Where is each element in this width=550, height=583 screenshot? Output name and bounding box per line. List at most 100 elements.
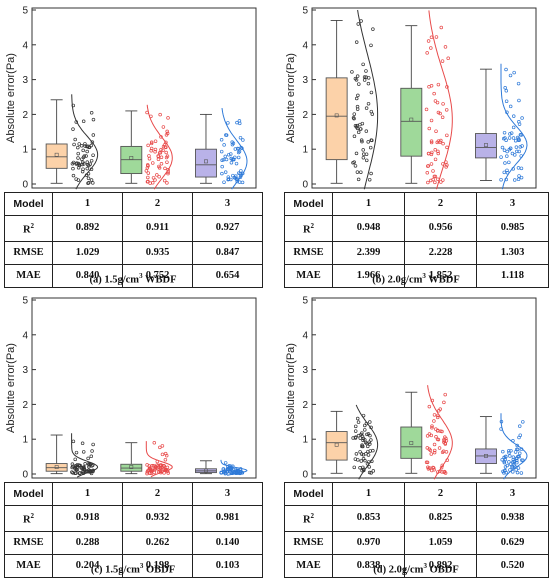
metric-value: 0.840: [52, 263, 123, 288]
data-point: [74, 450, 79, 455]
data-point: [435, 429, 440, 433]
metric-value: 0.654: [192, 263, 263, 288]
data-point: [516, 81, 521, 86]
data-point: [502, 460, 507, 465]
y-tick-label: 1: [302, 145, 308, 156]
y-tick-label: 2: [22, 110, 28, 121]
y-tick-label: 0: [22, 470, 28, 481]
density-curve: [427, 385, 453, 480]
metric-value: 0.262: [122, 530, 193, 555]
data-point: [361, 465, 365, 470]
data-point: [85, 166, 89, 171]
data-point: [237, 119, 242, 123]
metric-value: 0.103: [192, 553, 263, 578]
density-curve: [145, 441, 173, 478]
data-point: [166, 171, 170, 176]
data-point: [427, 447, 432, 451]
data-point: [432, 448, 437, 453]
data-point: [86, 456, 90, 461]
model-header-1: 1: [52, 482, 123, 506]
data-point: [371, 469, 376, 473]
data-point: [234, 469, 239, 473]
data-point: [435, 100, 440, 105]
data-point: [502, 468, 507, 473]
model-header-3: 3: [476, 482, 549, 506]
data-point: [517, 149, 521, 154]
metric-label: RMSE: [4, 240, 53, 265]
y-axis-label: Absolute error(Pa): [5, 53, 17, 143]
data-point: [512, 459, 516, 464]
data-point: [81, 167, 85, 171]
data-point: [79, 144, 84, 148]
data-point: [223, 461, 228, 465]
data-point: [369, 438, 373, 442]
table-header-label: Model: [4, 192, 53, 216]
data-point: [442, 470, 446, 474]
data-point: [145, 180, 150, 184]
model-header-3: 3: [476, 192, 549, 216]
data-point: [230, 140, 234, 144]
data-point: [500, 145, 505, 150]
data-point: [440, 115, 445, 119]
metric-label: RMSE: [4, 530, 53, 555]
data-point: [367, 465, 371, 469]
data-point: [151, 176, 156, 180]
y-tick-label: 4: [22, 40, 28, 51]
data-point: [501, 469, 505, 474]
data-point: [429, 139, 434, 143]
data-point: [517, 98, 521, 103]
metric-label: MAE: [284, 553, 333, 578]
data-point: [219, 138, 224, 142]
data-point: [224, 133, 228, 137]
data-point: [355, 170, 360, 174]
metric-value: 1.303: [476, 240, 549, 265]
data-point: [71, 464, 75, 469]
data-point: [369, 90, 374, 95]
data-point: [444, 450, 449, 454]
data-point: [429, 46, 433, 50]
data-point: [160, 452, 165, 457]
data-point: [157, 151, 162, 155]
data-point: [499, 155, 503, 159]
data-point: [518, 451, 522, 456]
data-point: [153, 465, 158, 469]
data-point: [366, 444, 370, 449]
y-tick-label: 2: [302, 400, 308, 411]
data-point: [366, 449, 370, 454]
data-point: [356, 130, 361, 135]
data-point: [504, 89, 509, 93]
data-point: [364, 158, 369, 163]
metric-value: 0.938: [476, 505, 549, 532]
data-point: [226, 177, 231, 181]
data-point: [355, 416, 360, 421]
data-point: [519, 471, 524, 475]
data-point: [366, 432, 371, 436]
data-point: [159, 162, 164, 166]
data-point: [442, 440, 446, 444]
y-tick-label: 1: [22, 145, 28, 156]
data-point: [147, 154, 151, 158]
data-point: [354, 435, 358, 439]
data-point: [239, 169, 243, 173]
data-point: [149, 141, 154, 146]
panel-1: 0 1 2 3 4 5 Absolute error(Pa): [5, 6, 257, 191]
data-point: [369, 471, 373, 475]
data-point: [516, 177, 521, 182]
data-point: [77, 464, 82, 468]
data-point: [516, 466, 521, 470]
data-point: [81, 450, 86, 454]
data-point: [362, 75, 367, 79]
table-row: R2 0.948 0.956 0.985: [284, 215, 549, 242]
data-point: [429, 140, 434, 145]
y-tick-label: 1: [302, 435, 308, 446]
data-point: [91, 117, 96, 122]
data-point: [520, 144, 524, 148]
table-header-row: Model 1 2 3: [284, 482, 549, 506]
box-model-1: [325, 9, 379, 190]
data-point: [426, 151, 431, 156]
data-point: [430, 424, 434, 428]
data-point: [370, 112, 375, 116]
table-header-row: Model 1 2 3: [4, 192, 263, 216]
plot-frame: [31, 7, 257, 189]
data-point: [516, 166, 521, 170]
